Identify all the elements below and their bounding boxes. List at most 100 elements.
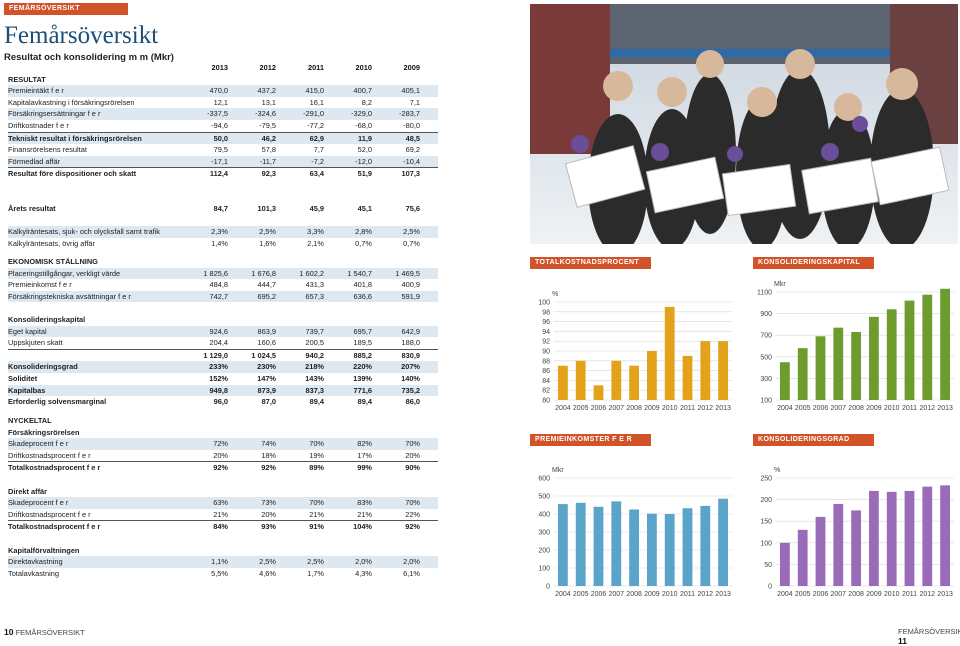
year-header: 2011 (307, 63, 324, 72)
row-label: Årets resultat (8, 204, 56, 214)
bar (886, 491, 897, 586)
cell-value: 7,1 (409, 97, 420, 107)
y-unit-label: Mkr (774, 281, 786, 288)
row-label: Resultat före dispositioner och skatt (8, 169, 137, 179)
cell-value: 63,4 (309, 169, 324, 179)
cell-value (246, 486, 294, 498)
x-tick-label: 2012 (698, 405, 714, 412)
cell-value (342, 415, 390, 427)
cell-value (294, 302, 342, 314)
table-row: Placeringstillgångar, verkligt värde 1 82… (8, 267, 438, 280)
cell-value (198, 215, 246, 227)
y-tick-label: 94 (542, 329, 550, 336)
cell-value: 22% (390, 508, 438, 522)
cell-value (294, 256, 342, 268)
table-row: Försäkringsersättningar f e r -337,5 -324,… (8, 108, 438, 120)
cell-value: 470,0 (198, 85, 246, 97)
cell-value: -68,0 (342, 119, 390, 133)
table-row (8, 215, 438, 227)
cell-value: 642,9 (390, 325, 438, 338)
bar (718, 498, 728, 586)
bar (886, 309, 897, 400)
cell-value: -7,2 (294, 155, 342, 169)
chart-svg: % 0 50 100 150 200 250 2004 2005 2006 2007 2008 2009… (760, 467, 954, 598)
x-tick-label: 2008 (626, 591, 642, 598)
row-label: Försäkringstekniska avsättningar f e r (8, 290, 198, 303)
table-row: 1 129,0 1 024,5 940,2 885,2 830,9 (8, 349, 438, 361)
cell-value (246, 415, 294, 427)
cell-value: 2,5% (390, 226, 438, 238)
row-label: Totalkostnadsprocent f e r (8, 522, 101, 532)
cell-value: -79,5 (246, 119, 294, 133)
cell-value: 1,7% (307, 568, 324, 578)
cell-value: 91% (309, 522, 324, 532)
cell-value (390, 302, 438, 314)
bar (558, 504, 568, 586)
cell-value: 96,0 (213, 397, 228, 407)
cell-value (198, 474, 246, 486)
cell-value (294, 314, 342, 326)
bar (611, 501, 622, 586)
x-tick-label: 2006 (591, 405, 607, 412)
cell-value: 79,5 (213, 145, 228, 155)
cell-value (390, 486, 438, 498)
table-row: Årets resultat 84,7 101,3 45,9 45,1 75,6 (8, 203, 438, 215)
cell-value: 92,3 (261, 169, 276, 179)
cell-value: 50,0 (198, 132, 246, 145)
table-row: Totalavkastning 5,5% 4,6% 1,7% 4,3% 6,1% (8, 568, 438, 580)
cell-value (294, 545, 342, 557)
table-row: Uppskjuten skatt 204,4 160,6 200,5 189,5 188,… (8, 337, 438, 350)
cell-value: 99% (357, 463, 372, 473)
table-row: Försäkringsrörelsen (8, 427, 438, 439)
row-label: Skadeprocent f e r (8, 438, 198, 450)
y-unit-label: % (552, 291, 558, 298)
y-tick-label: 100 (538, 566, 550, 573)
x-tick-label: 2013 (715, 405, 731, 412)
table-row: Premieintäkt f e r 470,0 437,2 415,0 400,7 40… (8, 85, 438, 97)
cell-value: 70% (390, 497, 438, 509)
row-label: Försäkringsrörelsen (8, 427, 80, 437)
table-row: Försäkringstekniska avsättningar f e r 74… (8, 290, 438, 303)
y-tick-label: 600 (538, 476, 550, 483)
cell-value: 830,9 (401, 350, 421, 360)
table-row: Förmedlad affär -17,1 -11,7 -7,2 -12,0 -10,4 (8, 155, 438, 169)
page-title: Femårsöversikt (4, 22, 159, 49)
cell-value: 3,3% (294, 226, 342, 238)
cell-value: 837,3 (294, 384, 342, 397)
table-row: Finansrörelsens resultat 79,5 57,8 7,7 52,0 6… (8, 144, 438, 156)
cell-value: 87,0 (261, 397, 276, 407)
cell-value: -11,7 (246, 155, 294, 169)
cell-value: 92% (261, 463, 276, 473)
bar (682, 508, 693, 586)
table-row: Kalkylräntesats, övrig affär 1,4% 1,6% 2,1%… (8, 238, 438, 250)
cell-value (198, 256, 246, 268)
cell-value: 400,9 (401, 280, 421, 290)
cell-value: 218% (294, 361, 342, 373)
x-tick-label: 2009 (866, 405, 882, 412)
cell-value: 152% (209, 373, 228, 383)
cell-value (342, 256, 390, 268)
y-tick-label: 1100 (757, 290, 772, 297)
cell-value: 21% (294, 508, 342, 522)
cell-value: 415,0 (294, 85, 342, 97)
y-tick-label: 92 (542, 339, 550, 346)
table-row: Direktavkastning 1,1% 2,5% 2,5% 2,0% 2,0% (8, 556, 438, 568)
cell-value (246, 215, 294, 227)
cell-value: 20% (198, 449, 246, 463)
cell-value: 0,7% (355, 238, 372, 248)
cell-value (390, 533, 438, 545)
cell-value (246, 192, 294, 204)
cell-value: 84% (213, 522, 228, 532)
cell-value: 400,7 (342, 85, 390, 97)
cell-value: 63% (198, 497, 246, 509)
cell-value: 924,6 (198, 325, 246, 338)
y-tick-label: 88 (542, 358, 550, 365)
cell-value: 140% (401, 373, 420, 383)
team-photo (530, 4, 958, 244)
y-tick-label: 82 (542, 388, 550, 395)
x-tick-label: 2011 (680, 405, 695, 412)
cell-value (342, 486, 390, 498)
cell-value: 1 469,5 (390, 267, 438, 280)
row-label: Kapitalavkastning i försäkringsrörelsen (8, 97, 135, 107)
table-row: Kapitalförvaltningen (8, 545, 438, 557)
